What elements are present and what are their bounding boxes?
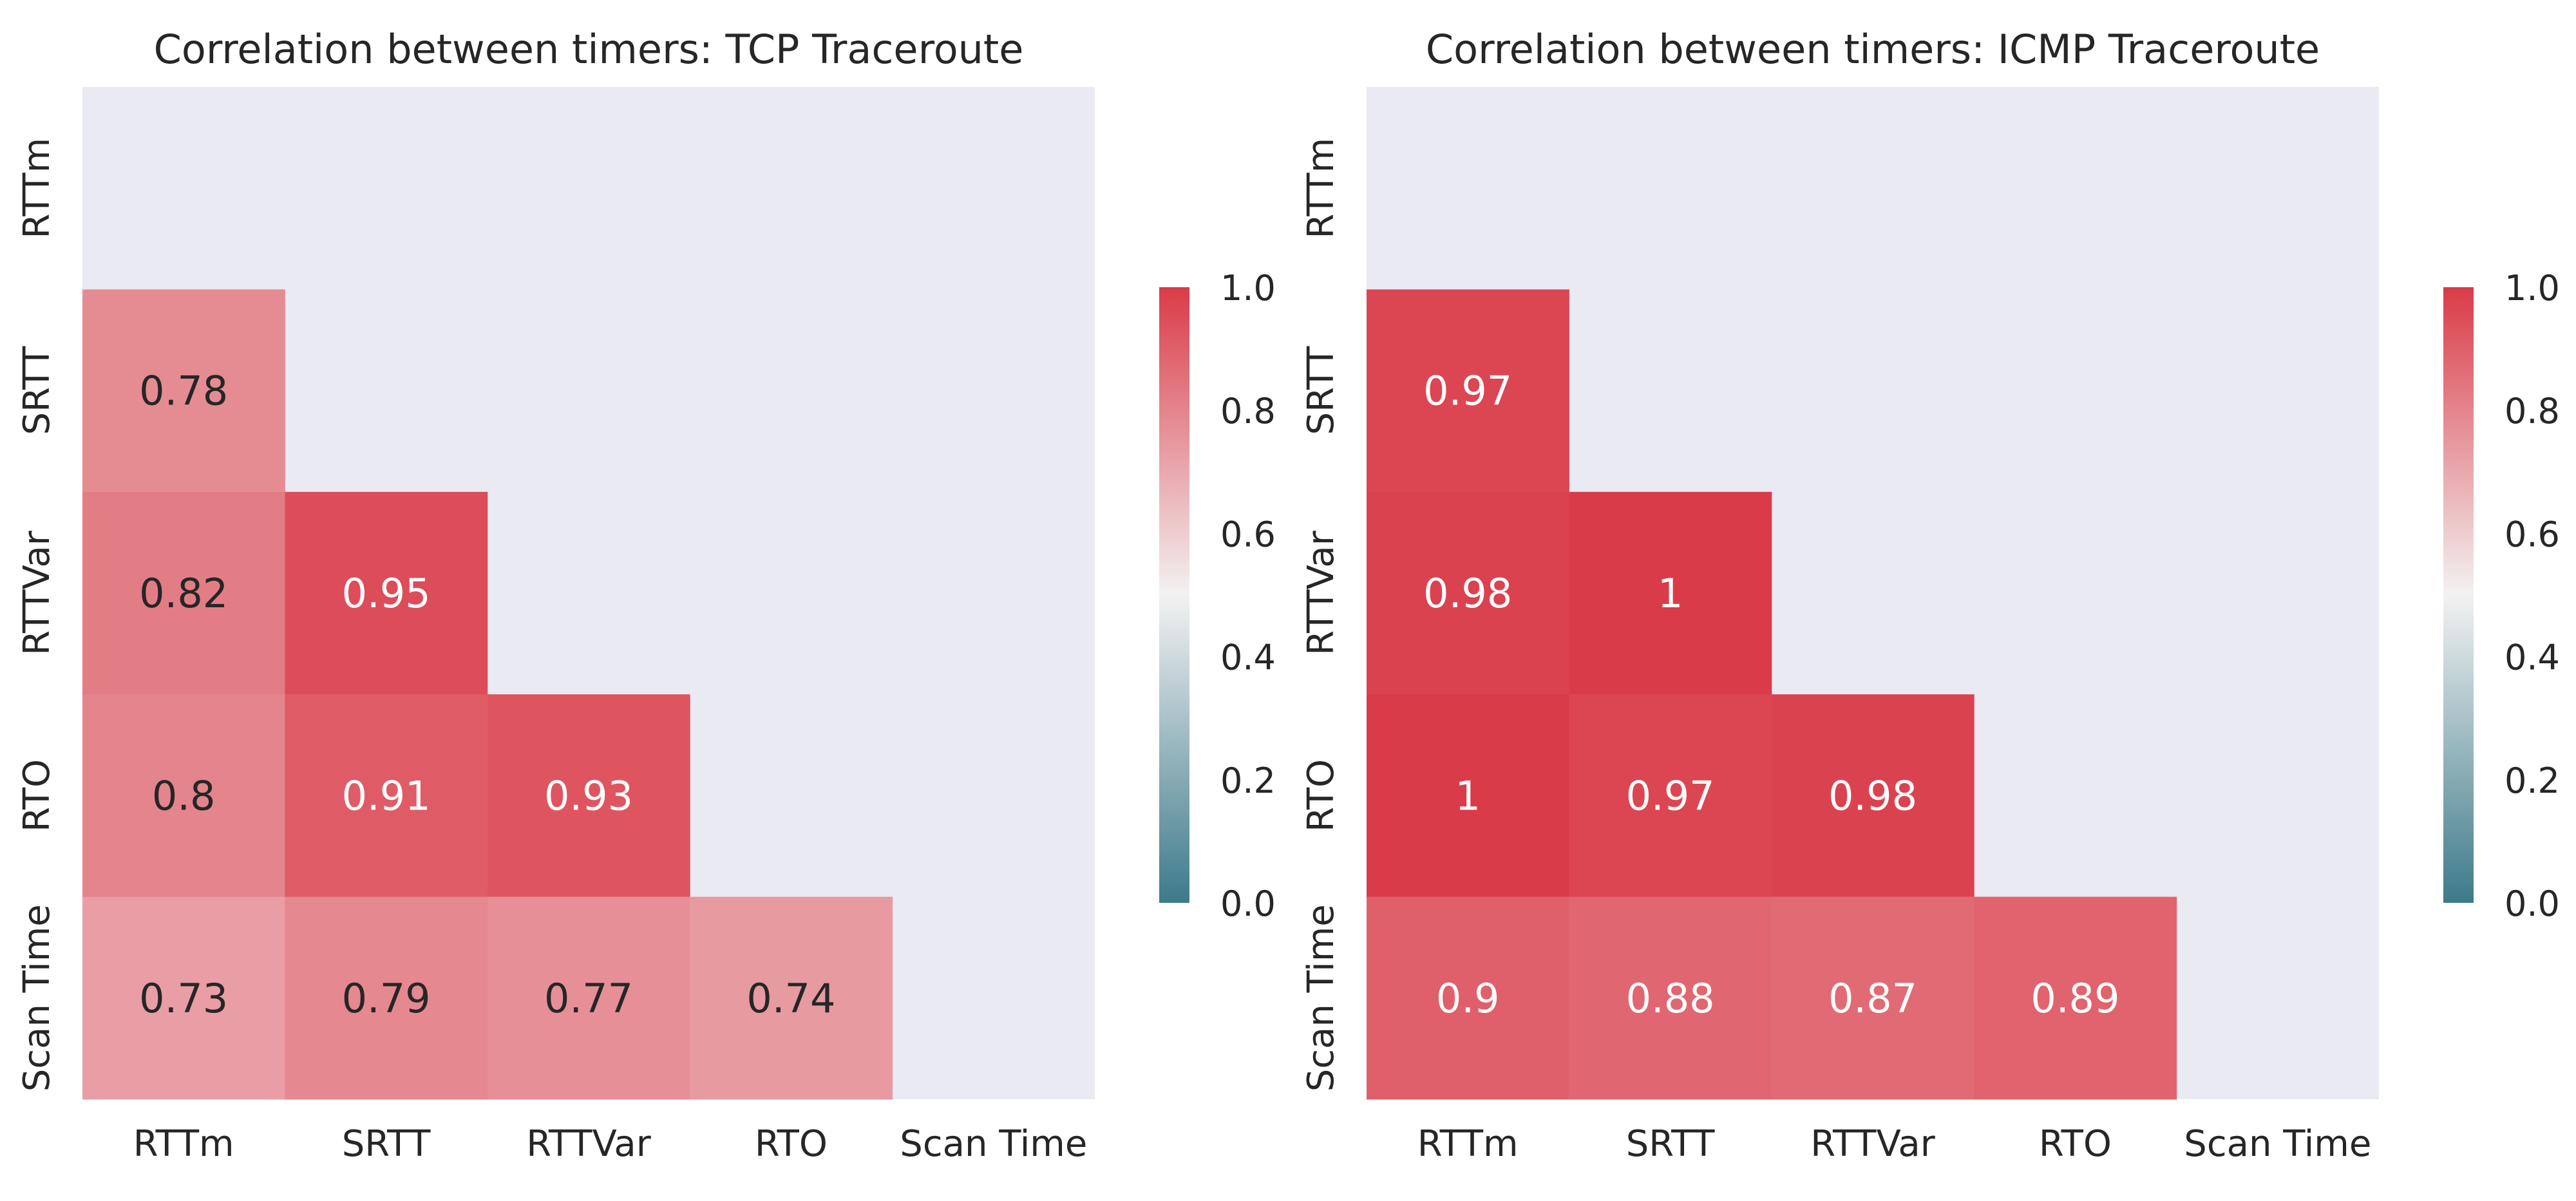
icmp-cell-scan-time-rttm xyxy=(1367,896,1569,1100)
icmp-x-tick-label: SRTT xyxy=(1626,1123,1716,1165)
icmp-colorbar-tick-label: 0.4 xyxy=(2505,638,2560,678)
icmp-cell-scan-time-srtt xyxy=(1569,896,1772,1100)
tcp-x-tick-label: RTTVar xyxy=(526,1123,652,1165)
icmp-y-tick-label: Scan Time xyxy=(1300,904,1342,1092)
tcp-cell-scan-time-rto xyxy=(690,896,893,1100)
tcp-cell-scan-time-rttm xyxy=(82,896,285,1100)
icmp-colorbar-tick-label: 0.6 xyxy=(2505,514,2560,554)
tcp-cell-annotation: 0.95 xyxy=(342,570,431,617)
icmp-cell-annotation: 1 xyxy=(1658,570,1683,617)
icmp-x-tick-label: Scan Time xyxy=(2184,1123,2371,1165)
icmp-cell-srtt-rttm xyxy=(1367,289,1569,493)
tcp-x-tick-label: SRTT xyxy=(342,1123,431,1165)
tcp-colorbar-tick-label: 0.2 xyxy=(1220,761,1276,801)
icmp-cell-annotation: 0.98 xyxy=(1423,570,1512,617)
tcp-y-tick-label: RTTVar xyxy=(16,530,58,656)
icmp-cell-annotation: 0.89 xyxy=(2031,975,2119,1022)
icmp-cell-annotation: 0.97 xyxy=(1423,368,1512,415)
tcp-y-tick-label: Scan Time xyxy=(16,904,58,1092)
tcp-x-tick-label: RTO xyxy=(755,1123,828,1165)
icmp-x-tick-label: RTTm xyxy=(1417,1123,1519,1165)
tcp-heatmap-panel: Correlation between timers: TCP Tracerou… xyxy=(16,26,1276,1165)
icmp-cell-rttvar-rttm xyxy=(1367,491,1569,695)
icmp-cell-rttvar-srtt xyxy=(1569,491,1772,695)
tcp-cell-scan-time-srtt xyxy=(285,896,488,1100)
icmp-chart-title: Correlation between timers: ICMP Tracero… xyxy=(1426,26,2320,73)
tcp-y-tick-label: RTO xyxy=(16,759,58,832)
tcp-colorbar-tick-label: 0.8 xyxy=(1220,391,1276,431)
icmp-y-tick-label: SRTT xyxy=(1300,346,1342,435)
tcp-cell-annotation: 0.74 xyxy=(746,975,835,1022)
tcp-cell-annotation: 0.73 xyxy=(139,975,228,1022)
tcp-cell-rttvar-srtt xyxy=(285,491,488,695)
icmp-cell-annotation: 0.98 xyxy=(1828,772,1917,819)
tcp-cell-scan-time-rttvar xyxy=(487,896,690,1100)
tcp-chart-title: Correlation between timers: TCP Tracerou… xyxy=(154,26,1024,73)
tcp-cell-annotation: 0.79 xyxy=(342,975,431,1022)
tcp-y-tick-label: SRTT xyxy=(16,346,58,435)
tcp-colorbar-tick-label: 0.6 xyxy=(1220,514,1276,554)
icmp-colorbar-tick-label: 0.8 xyxy=(2505,391,2560,431)
icmp-y-tick-label: RTTVar xyxy=(1300,530,1342,656)
tcp-cell-rto-rttvar xyxy=(487,694,690,898)
tcp-colorbar-tick-label: 0.0 xyxy=(1220,884,1276,924)
icmp-cell-scan-time-rto xyxy=(1974,896,2177,1100)
tcp-cell-annotation: 0.77 xyxy=(544,975,633,1022)
icmp-cell-annotation: 0.9 xyxy=(1436,975,1500,1022)
tcp-cell-annotation: 0.82 xyxy=(139,570,228,617)
tcp-cell-rttvar-rttm xyxy=(82,491,285,695)
icmp-cell-rto-rttm xyxy=(1367,694,1569,898)
icmp-cell-annotation: 0.97 xyxy=(1626,772,1715,819)
tcp-cell-annotation: 0.8 xyxy=(152,772,216,819)
tcp-colorbar-tick-label: 0.4 xyxy=(1220,638,1276,678)
tcp-cell-annotation: 0.78 xyxy=(139,368,228,415)
icmp-cell-rto-srtt xyxy=(1569,694,1772,898)
icmp-x-tick-label: RTTVar xyxy=(1810,1123,1936,1165)
icmp-y-tick-label: RTTm xyxy=(1300,138,1342,239)
tcp-cell-annotation: 0.91 xyxy=(342,772,431,819)
icmp-colorbar-tick-label: 0.2 xyxy=(2505,761,2560,801)
tcp-colorbar xyxy=(1159,287,1189,903)
tcp-x-tick-label: Scan Time xyxy=(900,1123,1087,1165)
icmp-cell-annotation: 0.87 xyxy=(1828,975,1917,1022)
tcp-y-tick-label: RTTm xyxy=(16,138,58,239)
icmp-y-tick-label: RTO xyxy=(1300,759,1342,832)
icmp-cell-annotation: 0.88 xyxy=(1626,975,1715,1022)
tcp-cell-rto-rttm xyxy=(82,694,285,898)
tcp-cell-srtt-rttm xyxy=(82,289,285,493)
tcp-cell-annotation: 0.93 xyxy=(544,772,633,819)
tcp-colorbar-tick-label: 1.0 xyxy=(1220,268,1276,308)
icmp-colorbar-tick-label: 0.0 xyxy=(2505,884,2560,924)
icmp-colorbar xyxy=(2443,287,2474,903)
tcp-cell-rto-srtt xyxy=(285,694,488,898)
icmp-cell-annotation: 1 xyxy=(1455,772,1480,819)
tcp-x-tick-label: RTTm xyxy=(133,1123,234,1165)
icmp-cell-scan-time-rttvar xyxy=(1771,896,1975,1100)
icmp-heatmap-panel: Correlation between timers: ICMP Tracero… xyxy=(1300,26,2560,1165)
icmp-x-tick-label: RTO xyxy=(2039,1123,2112,1165)
icmp-colorbar-tick-label: 1.0 xyxy=(2505,268,2560,308)
icmp-cell-rto-rttvar xyxy=(1771,694,1975,898)
